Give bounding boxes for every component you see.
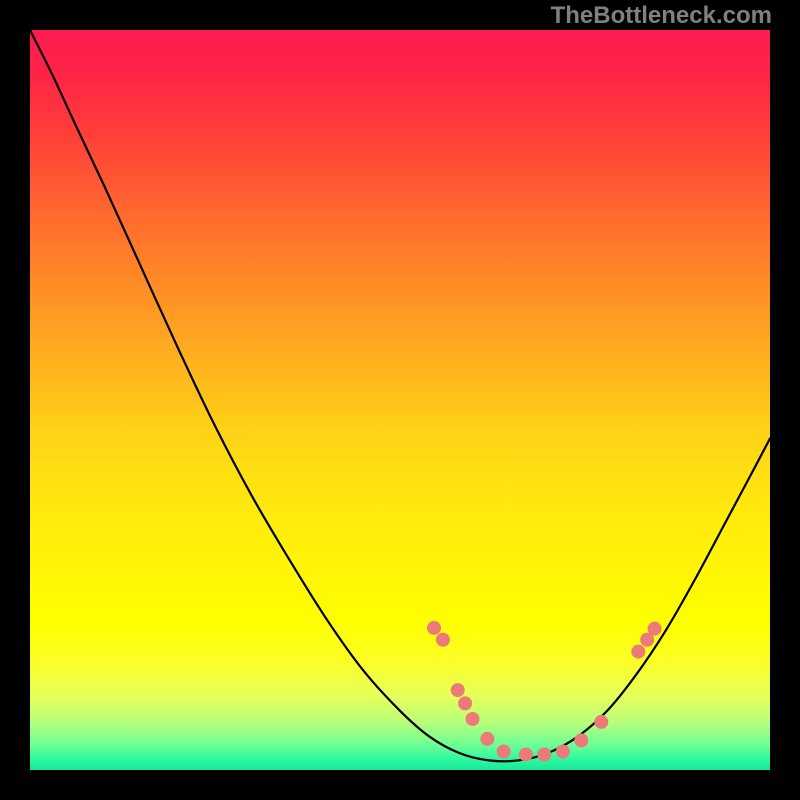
data-marker [480, 732, 494, 746]
data-marker [458, 696, 472, 710]
data-marker [537, 747, 551, 761]
data-marker [497, 745, 511, 759]
data-marker [519, 747, 533, 761]
data-marker [648, 622, 662, 636]
data-marker [631, 645, 645, 659]
watermark-text: TheBottleneck.com [551, 2, 772, 30]
data-marker [451, 683, 465, 697]
data-marker [427, 621, 441, 635]
data-marker [436, 633, 450, 647]
bottleneck-curve-path [30, 30, 770, 761]
chart-svg [30, 30, 770, 770]
data-marker [574, 733, 588, 747]
markers-group [427, 621, 662, 762]
data-marker [556, 745, 570, 759]
data-marker [594, 715, 608, 729]
plot-area [30, 30, 770, 770]
data-marker [466, 712, 480, 726]
